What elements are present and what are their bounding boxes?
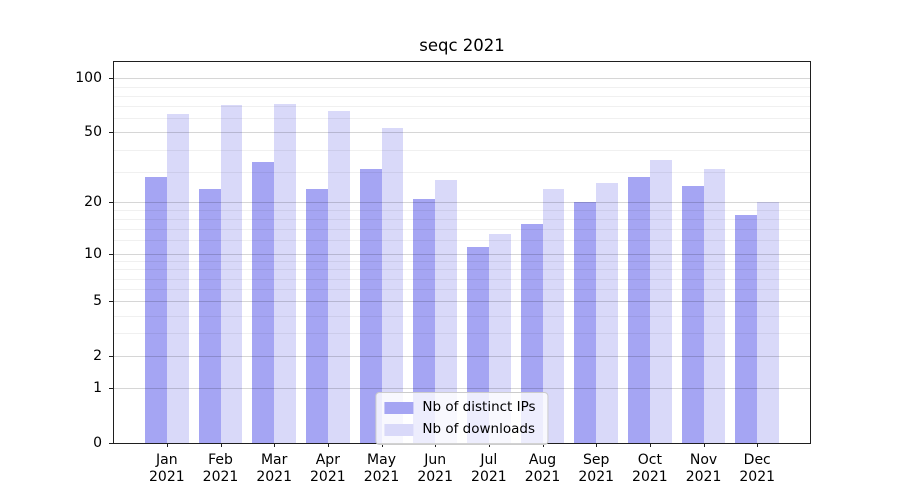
y-tick-label: 50 bbox=[84, 124, 102, 141]
bar-group: Jul 2021 bbox=[462, 62, 516, 485]
legend-label-downloads: Nb of downloads bbox=[422, 421, 535, 437]
bar-downloads bbox=[703, 169, 726, 443]
bar-group: Apr 2021 bbox=[301, 62, 355, 485]
bar-downloads bbox=[649, 159, 672, 443]
bar-group: Feb 2021 bbox=[194, 62, 248, 485]
bar-distinct-ips bbox=[413, 198, 436, 443]
bar-downloads bbox=[435, 179, 457, 443]
y-tick-label: 2 bbox=[93, 348, 102, 365]
bar-downloads bbox=[166, 114, 189, 443]
x-tick-label: May 2021 bbox=[363, 452, 400, 485]
bar-group: Sep 2021 bbox=[569, 62, 623, 485]
x-tick-label: Apr 2021 bbox=[310, 452, 346, 485]
y-tick-mark bbox=[109, 301, 113, 303]
bar-distinct-ips bbox=[145, 176, 167, 443]
x-tick-label: Aug 2021 bbox=[524, 452, 561, 485]
y-tick-label: 0 bbox=[93, 435, 102, 451]
bar-group: May 2021 bbox=[355, 62, 409, 485]
chart-title: seqc 2021 bbox=[419, 36, 505, 55]
x-tick-mark bbox=[757, 443, 759, 447]
y-tick-mark bbox=[109, 356, 113, 358]
bar-downloads bbox=[274, 103, 296, 443]
bar-group: Aug 2021 bbox=[516, 62, 570, 485]
bar-downloads bbox=[220, 105, 243, 443]
y-tick-mark bbox=[109, 253, 113, 255]
bar-distinct-ips bbox=[252, 162, 275, 443]
bar-downloads bbox=[488, 234, 511, 443]
bar-distinct-ips bbox=[198, 188, 221, 443]
x-tick-mark bbox=[488, 443, 490, 447]
bar-downloads bbox=[381, 127, 404, 443]
y-tick-label: 20 bbox=[84, 194, 102, 211]
bar-group: Oct 2021 bbox=[623, 62, 677, 485]
y-tick-mark bbox=[109, 78, 113, 80]
bar-distinct-ips bbox=[628, 176, 650, 443]
x-tick-mark bbox=[166, 443, 168, 447]
x-tick-mark bbox=[435, 443, 437, 447]
bar-group: Jan 2021 bbox=[140, 62, 194, 485]
x-tick-label: Jul 2021 bbox=[471, 452, 507, 485]
y-tick-label: 10 bbox=[84, 245, 102, 262]
bar-group: Jun 2021 bbox=[408, 62, 462, 485]
y-tick-label: 5 bbox=[93, 293, 102, 310]
x-tick-label: Sep 2021 bbox=[578, 452, 615, 485]
x-tick-mark bbox=[703, 443, 705, 447]
x-tick-label: Jan 2021 bbox=[149, 452, 185, 485]
y-tick-label: 1 bbox=[93, 380, 102, 397]
x-tick-mark bbox=[327, 443, 329, 447]
bar-group: Mar 2021 bbox=[247, 62, 301, 485]
x-tick-mark bbox=[381, 443, 383, 447]
bar-downloads bbox=[596, 182, 618, 443]
bar-distinct-ips bbox=[681, 185, 704, 443]
x-tick-mark bbox=[596, 443, 598, 447]
legend: Nb of distinct IPs Nb of downloads bbox=[375, 392, 549, 445]
y-tick-mark bbox=[109, 388, 113, 390]
legend-row-downloads: Nb of downloads bbox=[384, 422, 535, 437]
bar-distinct-ips bbox=[520, 223, 543, 443]
x-tick-label: Oct 2021 bbox=[632, 452, 668, 485]
bar-distinct-ips bbox=[306, 188, 328, 443]
bar-downloads bbox=[327, 110, 350, 443]
plot-area: Jan 2021 Feb 2021 Mar 2021 Apr 2021 May 2021… bbox=[113, 61, 811, 485]
y-tick-label: 100 bbox=[75, 70, 102, 87]
x-tick-label: Nov 2021 bbox=[685, 452, 722, 485]
y-tick-mark bbox=[109, 443, 113, 444]
bar-downloads bbox=[542, 188, 565, 443]
y-tick-mark bbox=[109, 132, 113, 134]
legend-swatch-distinct-ips-icon bbox=[384, 401, 414, 414]
x-tick-label: Feb 2021 bbox=[202, 452, 239, 485]
bar-distinct-ips bbox=[359, 169, 382, 443]
x-tick-label: Mar 2021 bbox=[256, 452, 292, 485]
x-tick-label: Jun 2021 bbox=[417, 452, 454, 485]
bar-distinct-ips bbox=[735, 214, 758, 443]
x-tick-mark bbox=[220, 443, 222, 447]
x-tick-mark bbox=[649, 443, 651, 447]
bars-layer: Jan 2021 Feb 2021 Mar 2021 Apr 2021 May 2021… bbox=[114, 62, 810, 485]
x-tick-mark bbox=[274, 443, 276, 447]
bar-distinct-ips bbox=[574, 202, 597, 443]
y-tick-mark bbox=[109, 202, 113, 204]
legend-row-distinct-ips: Nb of distinct IPs bbox=[384, 399, 536, 415]
legend-label-distinct-ips: Nb of distinct IPs bbox=[422, 399, 536, 415]
x-tick-mark bbox=[542, 443, 544, 447]
bar-group: Dec 2021 bbox=[730, 62, 784, 485]
bar-downloads bbox=[757, 202, 779, 443]
bar-group: Nov 2021 bbox=[677, 62, 731, 485]
legend-swatch-downloads-icon bbox=[384, 423, 414, 436]
x-tick-label: Dec 2021 bbox=[739, 452, 776, 485]
